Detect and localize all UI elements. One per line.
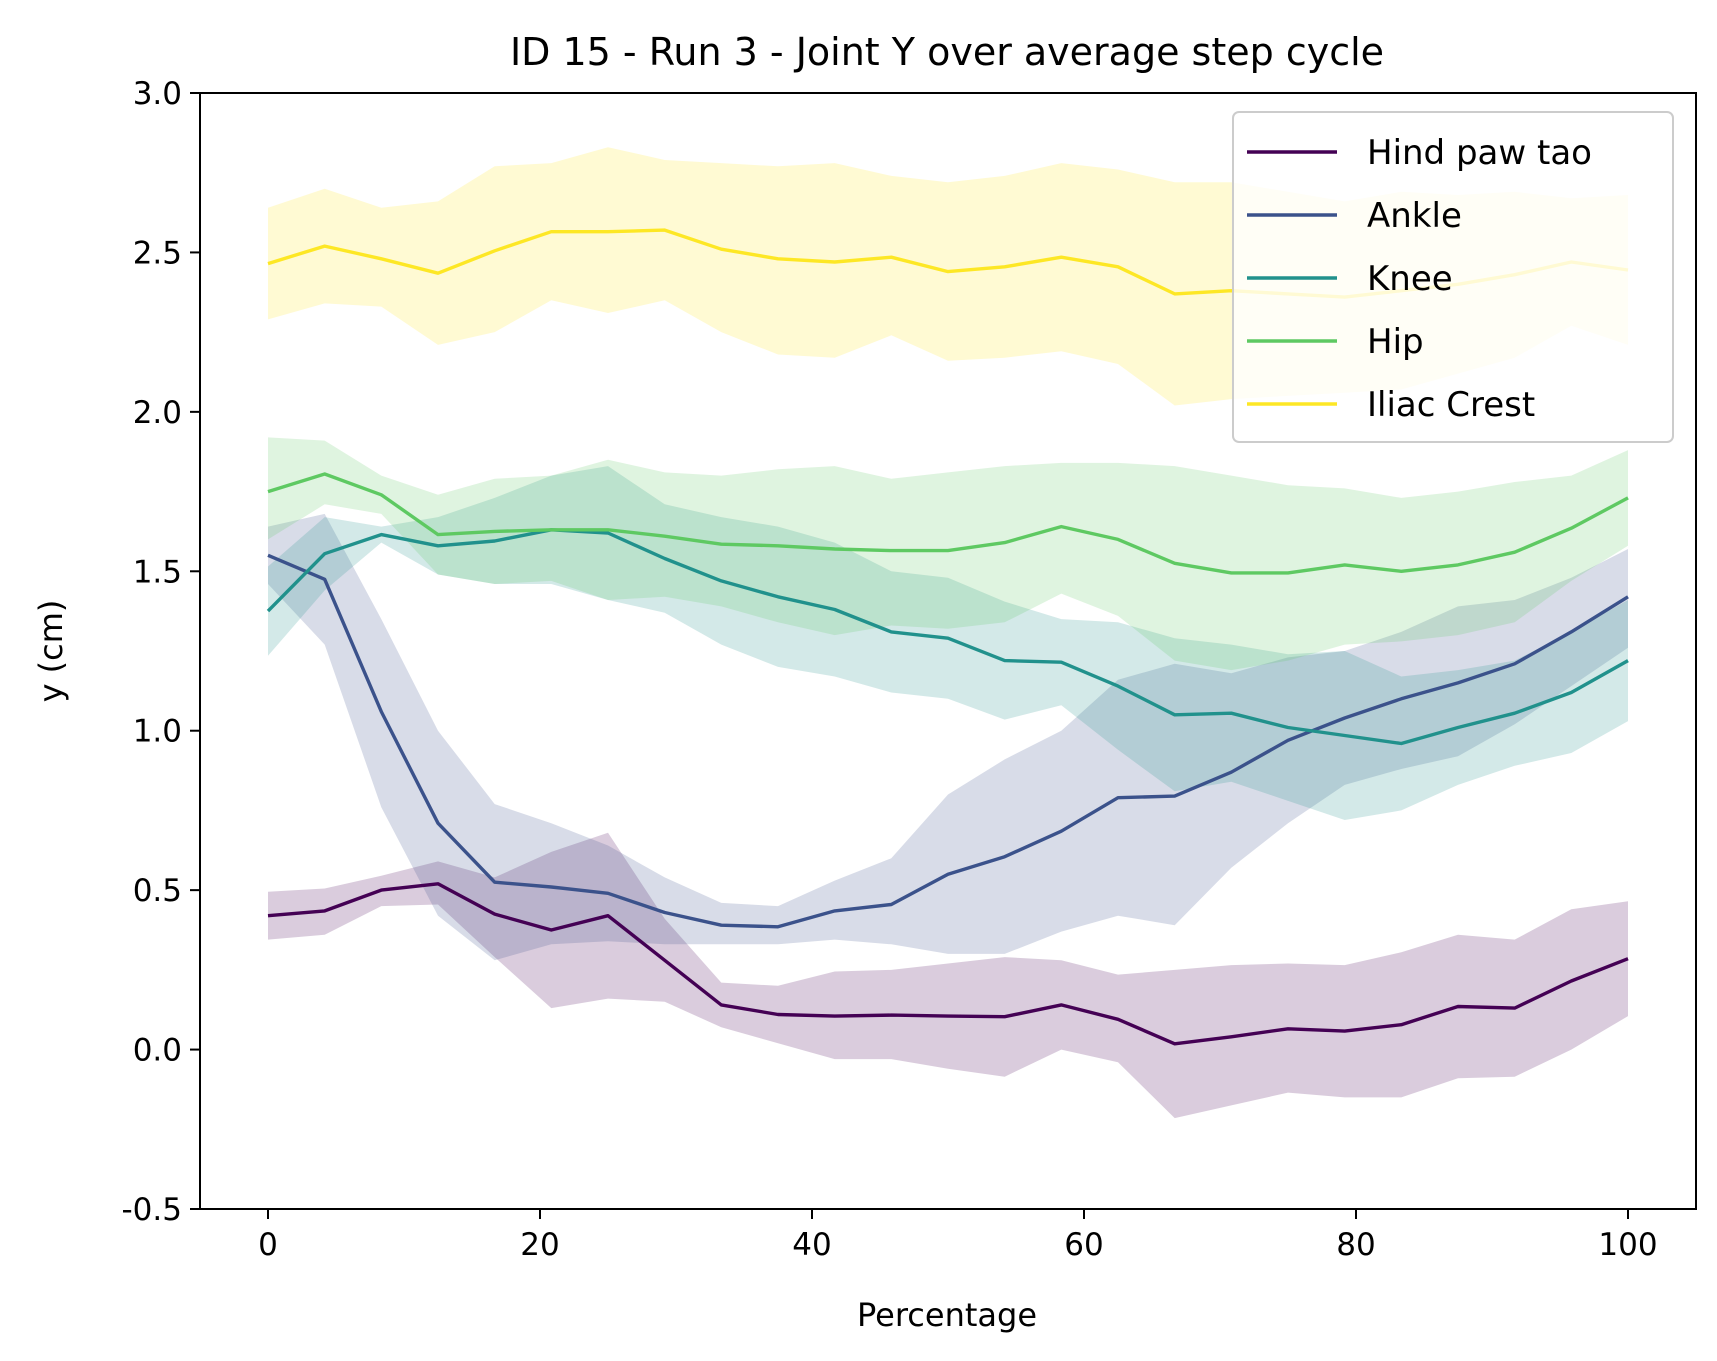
series-line-hind-paw-tao — [267, 882, 1629, 1046]
x-tick-label: 20 — [520, 1227, 559, 1263]
x-axis: 0 20 40 60 80 100 — [258, 1209, 1658, 1263]
y-tick-label: 1.0 — [133, 714, 182, 750]
legend-label-knee: Knee — [1367, 259, 1453, 299]
x-tick-label: 80 — [1336, 1227, 1375, 1263]
band-hip — [268, 437, 1628, 671]
band-knee — [268, 466, 1628, 820]
y-tick-label: 2.0 — [133, 395, 182, 431]
y-tick-label: 1.5 — [133, 554, 182, 590]
y-tick-label: 0.0 — [133, 1033, 182, 1069]
series-line-hip — [267, 472, 1629, 575]
legend-label-iliac-crest: Iliac Crest — [1367, 385, 1535, 425]
series-line-ankle — [267, 553, 1629, 929]
chart-title: ID 15 - Run 3 - Joint Y over average ste… — [510, 30, 1384, 74]
y-tick-label: 2.5 — [133, 235, 182, 271]
series-line-knee — [266, 528, 1629, 746]
x-tick-label: 60 — [1064, 1227, 1103, 1263]
x-axis-label: Percentage — [857, 1296, 1037, 1334]
legend-label-hind-paw-tao: Hind paw tao — [1367, 133, 1592, 173]
y-tick-label: -0.5 — [122, 1192, 183, 1228]
y-tick-label: 0.5 — [133, 873, 182, 909]
y-tick-label: 3.0 — [133, 76, 182, 112]
x-tick-label: 0 — [258, 1227, 278, 1263]
legend: Hind paw tao Ankle Knee Hip Iliac Crest — [1232, 111, 1674, 443]
y-axis-label: y (cm) — [32, 600, 70, 703]
band-ankle — [268, 513, 1628, 961]
y-axis: -0.5 0.0 0.5 1.0 1.5 2.0 2.5 3.0 — [122, 76, 200, 1228]
band-hind-paw-tao — [268, 832, 1628, 1119]
confidence-bands — [268, 147, 1628, 1119]
legend-label-hip: Hip — [1367, 322, 1424, 362]
x-tick-label: 100 — [1598, 1227, 1657, 1263]
x-tick-label: 40 — [792, 1227, 831, 1263]
plot-frame — [199, 92, 1697, 1210]
legend-box — [1232, 111, 1674, 443]
legend-label-ankle: Ankle — [1367, 196, 1462, 236]
